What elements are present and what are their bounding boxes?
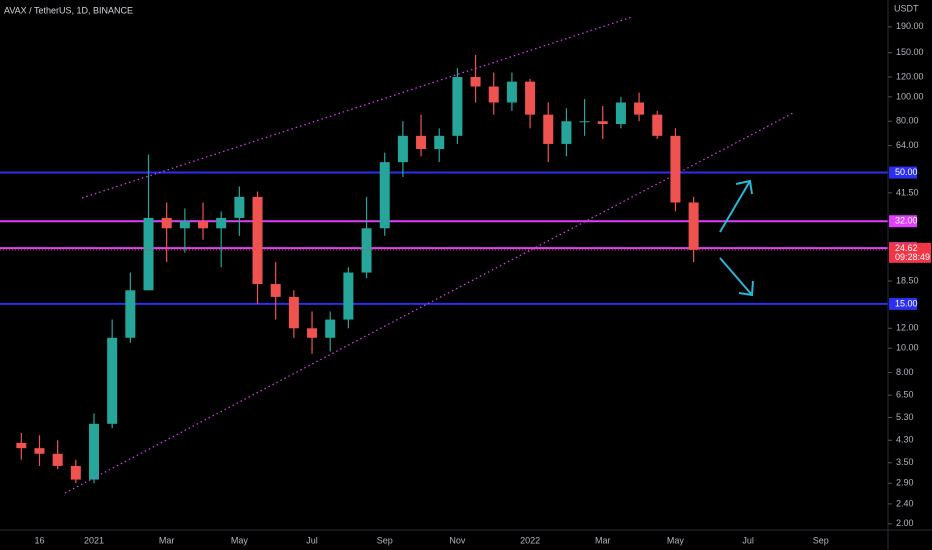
x-tick-label: Sep (813, 535, 829, 545)
candle-body (579, 121, 590, 123)
x-tick-label: Nov (449, 535, 466, 545)
y-tick-label: 4.30 (896, 435, 914, 445)
y-tick-label: 5.30 (896, 412, 914, 422)
candle-body (16, 442, 27, 449)
candle-body (252, 196, 263, 285)
candle-body (634, 102, 645, 115)
candle-body (125, 290, 136, 338)
y-tick-label: 18.50 (896, 275, 919, 285)
candle-body (488, 86, 499, 103)
y-tick-label: 10.00 (896, 343, 919, 353)
candle-body (325, 319, 336, 338)
candle-body (143, 217, 154, 291)
candle-body (561, 121, 572, 144)
candle-body (397, 135, 408, 163)
level-label-box (889, 297, 917, 310)
candle-body (107, 337, 118, 424)
candle-body (198, 221, 209, 229)
candle-body (343, 272, 354, 320)
arrow-down (719, 257, 754, 297)
candle-body (452, 77, 463, 136)
y-tick-label: 2.40 (896, 498, 914, 508)
level-label: 15.00 (895, 298, 918, 308)
x-tick-label: May (667, 535, 685, 545)
y-tick-label: 8.00 (896, 367, 914, 377)
y-tick-label: 2.90 (896, 478, 914, 488)
last-price-box (889, 242, 931, 263)
candle-body (379, 162, 390, 229)
candle-body (525, 81, 536, 115)
candle-body (89, 423, 99, 480)
level-label: 32.00 (895, 216, 918, 226)
trend-line-upper (81, 16, 633, 199)
candle-body (470, 77, 481, 87)
arrow-up (719, 179, 753, 233)
candle-body (361, 228, 372, 273)
candle-body (670, 135, 681, 203)
countdown: 09:28:49 (895, 252, 930, 262)
y-tick-label: 150.00 (896, 47, 924, 57)
candle-body (161, 217, 172, 229)
level-label-box (889, 166, 917, 179)
chart-title: AVAX / TetherUS, 1D, BINANCE (4, 5, 133, 15)
candle-body (688, 202, 699, 250)
last-price-label: 24.62 (895, 243, 918, 253)
plot-area (0, 54, 888, 484)
y-tick-label: 190.00 (896, 21, 924, 31)
level-label: 50.00 (895, 167, 918, 177)
y-tick-label: 2.00 (896, 518, 914, 528)
x-tick-label: Sep (377, 535, 393, 545)
x-tick-label: 2022 (520, 535, 540, 545)
candle-body (597, 121, 608, 125)
candle-body (270, 284, 281, 297)
x-tick-label: 2021 (84, 535, 104, 545)
y-tick-label: 80.00 (896, 116, 919, 126)
x-tick-label: 16 (34, 535, 44, 545)
candle-body (179, 221, 190, 229)
candle-body (416, 135, 427, 150)
candle-body (506, 81, 517, 103)
x-tick-label: Mar (159, 535, 175, 545)
candle-body (434, 135, 445, 150)
y-tick-label: 12.00 (896, 323, 919, 333)
x-tick-label: Jul (742, 535, 754, 545)
y-tick-label: 3.50 (896, 457, 914, 467)
candle-body (52, 453, 63, 466)
candle-body (652, 114, 663, 136)
y-tick-label: 41.50 (896, 187, 919, 197)
y-axis-label: USDT (894, 3, 919, 13)
x-tick-label: May (231, 535, 249, 545)
y-tick-label: 120.00 (896, 71, 924, 81)
x-tick-label: Jul (306, 535, 318, 545)
y-tick-label: 64.00 (896, 140, 919, 150)
candle-body (216, 217, 227, 229)
candle-body (307, 328, 318, 338)
candle-body (543, 114, 554, 144)
y-tick-label: 100.00 (896, 91, 924, 101)
candle-body (288, 296, 299, 329)
x-tick-label: Mar (595, 535, 611, 545)
level-label-box (889, 215, 917, 228)
y-tick-label: 6.50 (896, 390, 914, 400)
candle-body (34, 448, 45, 454)
candle-body (70, 465, 81, 480)
candle-body (234, 196, 245, 218)
candle-body (615, 102, 626, 125)
